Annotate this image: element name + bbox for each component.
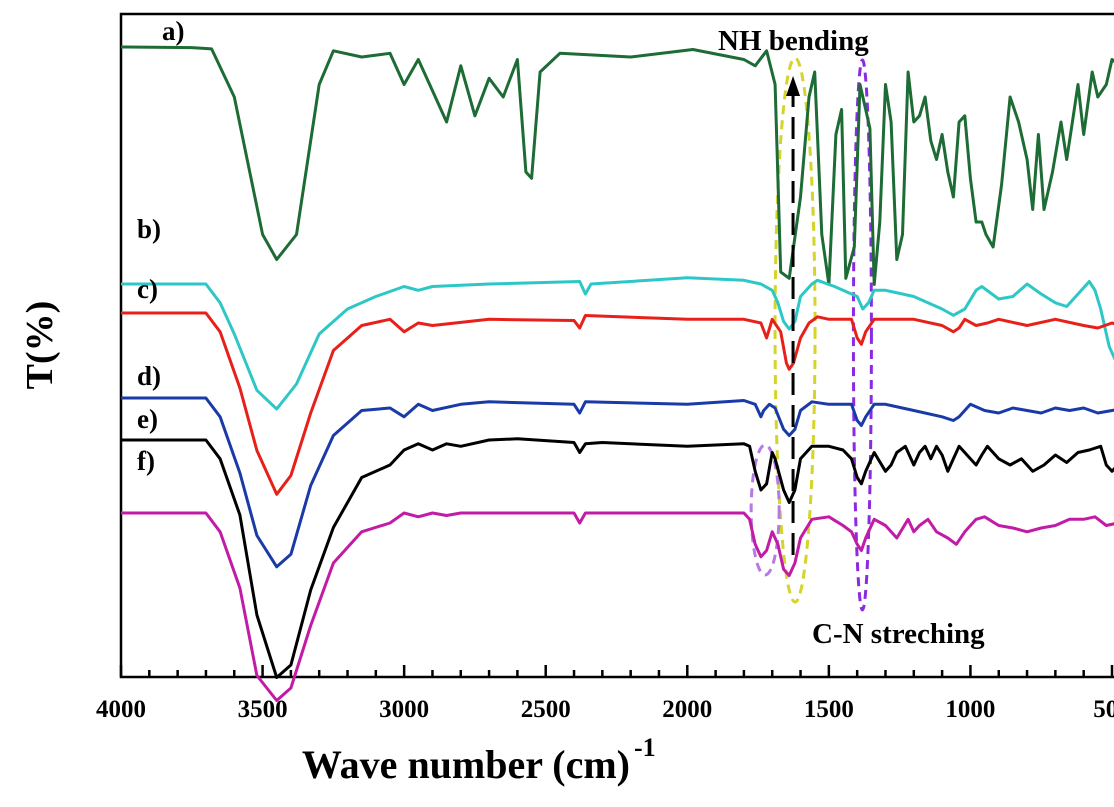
series-line-e — [121, 437, 1114, 679]
nh-bending-arrow — [786, 76, 801, 555]
annotation-cn-stretching: C-N streching — [812, 618, 985, 650]
annotation-nh-bending: NH bending — [718, 25, 869, 57]
series-label-d: d) — [137, 361, 161, 391]
x-tick-label-2000: 2000 — [662, 696, 712, 723]
series-line-a — [120, 45, 1114, 286]
series-label-b: b) — [137, 214, 161, 244]
series-labels: a) b) c) d) e) f) — [137, 16, 185, 476]
x-tick-label-3500: 3500 — [238, 696, 288, 723]
x-tick-label-1000: 1000 — [945, 696, 995, 723]
spectra-series — [120, 45, 1114, 702]
arrow-head — [786, 76, 801, 96]
series-label-f: f) — [137, 446, 155, 476]
series-line-d — [121, 396, 1114, 569]
x-tick-label-3000: 3000 — [379, 696, 429, 723]
x-axis-ticks: 4000 3500 3000 2500 2000 1500 1000 500 — [96, 665, 1114, 723]
x-tick-label-4000: 4000 — [96, 696, 146, 723]
x-tick-label-2500: 2500 — [521, 696, 571, 723]
x-tick-label-500: 500 — [1093, 696, 1114, 723]
cn-stretching-ellipse — [851, 58, 873, 612]
nh-bending-ellipse — [773, 56, 817, 604]
x-axis-title-superscript: -1 — [634, 733, 656, 762]
annotation-ellipses — [749, 56, 873, 612]
carbonyl-ellipse — [749, 443, 781, 577]
series-label-a: a) — [162, 16, 185, 46]
series-line-f — [121, 511, 1114, 702]
plot-frame — [119, 12, 1114, 679]
series-label-e: e) — [137, 404, 158, 434]
series-line-b — [121, 276, 1114, 411]
x-axis-title: Wave number (cm) — [302, 742, 630, 787]
x-tick-label-1500: 1500 — [804, 696, 854, 723]
series-label-c: c) — [137, 274, 158, 304]
y-axis-title: T(%) — [19, 301, 61, 390]
